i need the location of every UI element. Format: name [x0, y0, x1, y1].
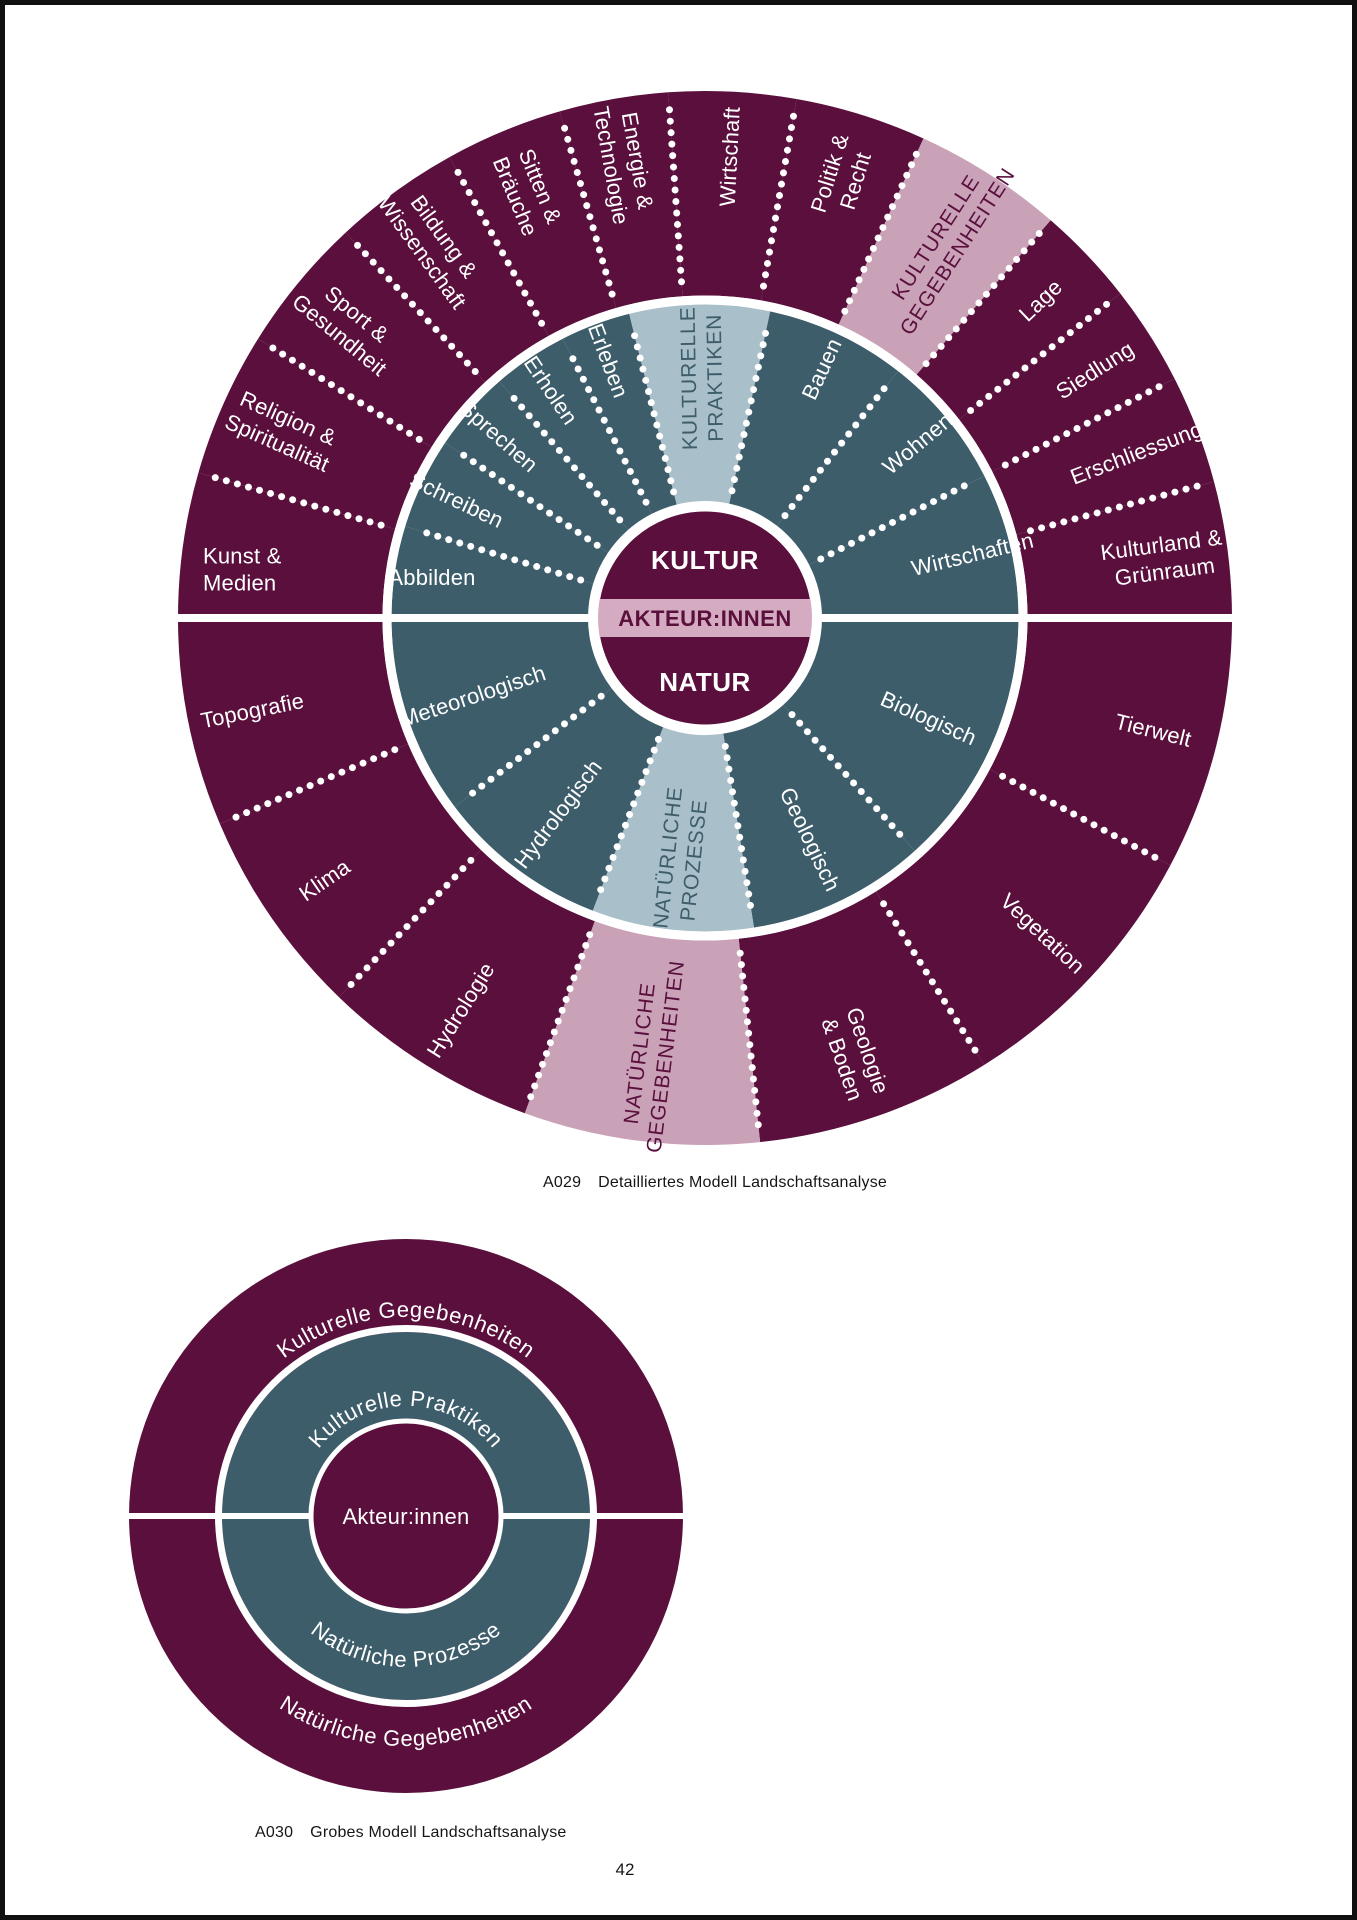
svg-text:Abbilden: Abbilden	[388, 565, 475, 590]
segment-nat-rliche-gegebenheiten	[524, 921, 761, 1145]
figures-canvas: Abbilden Schreiben Sprechen Erholen Erleben K…	[5, 5, 1352, 1915]
segment-kulturland-gr-nraum	[1016, 481, 1232, 618]
caption-text: Detailliertes Modell Landschaftsanalyse	[598, 1174, 888, 1191]
segment-politik-recht	[761, 99, 924, 325]
caption-text: Grobes Modell Landschaftsanalyse	[310, 1824, 567, 1841]
label-kulturelle-praktiken: KULTURELLEPRAKTIKEN	[677, 306, 729, 451]
segment-sitten-br-uche	[449, 111, 617, 336]
center-label-akteur-innen: AKTEUR:INNEN	[618, 606, 791, 631]
label-wirtschaft: Wirtschaft	[715, 106, 745, 207]
segment-erleben	[562, 313, 677, 514]
svg-text:KULTURELLEPRAKTIKEN: KULTURELLEPRAKTIKEN	[677, 306, 729, 451]
center-label-kultur: KULTUR	[651, 545, 759, 575]
caption-rough-model: A030 Grobes Modell Landschaftsanalyse	[255, 1824, 567, 1842]
segment-nat-rliche-prozesse	[592, 727, 754, 932]
segment-biologisch	[783, 618, 1019, 851]
segment-tierwelt	[989, 618, 1232, 866]
segment-lage	[916, 220, 1121, 420]
segment-bildung-wissenschaft	[345, 157, 549, 383]
segment-abbilden	[391, 526, 594, 618]
center-circle	[308, 1418, 504, 1614]
ring-sectors	[177, 91, 1232, 1145]
segment-meteorologisch	[391, 618, 612, 807]
segment-religion-spiritualit-t	[198, 338, 432, 530]
segment-wirtschaft	[668, 91, 797, 301]
segment-erholen	[499, 338, 652, 530]
page-number: 42	[615, 1860, 635, 1879]
segment-vegetation	[875, 769, 1171, 1065]
label-kunst-medien: Kunst & Medien	[203, 544, 282, 596]
akteur-band	[598, 599, 812, 637]
segment-geologisch	[723, 704, 915, 928]
segment-bauen	[729, 311, 898, 526]
segment-schreiben	[405, 442, 608, 584]
segment-erschliessung	[992, 378, 1214, 535]
segment-sprechen	[445, 381, 629, 553]
segment-siedlung	[959, 293, 1175, 472]
label-abbilden: Abbilden	[388, 565, 475, 590]
center-label-natur: NATUR	[659, 667, 751, 697]
svg-text:Wirtschaft: Wirtschaft	[715, 106, 745, 207]
segment-hydrologie	[338, 850, 595, 1114]
segment-wohnen	[777, 371, 985, 565]
caption-detailed-model: A029 Detailliertes Modell Landschaftsanal…	[543, 1174, 887, 1192]
svg-text:Kunst &Medien: Kunst & Medien	[203, 544, 282, 596]
segment-klima	[219, 744, 481, 998]
segment-kulturelle-praktiken	[629, 304, 771, 505]
segment-kunst-medien	[177, 472, 395, 618]
segment-sport-gesundheit	[258, 232, 486, 448]
segment-kulturelle-gegebenheiten	[838, 138, 1051, 375]
segment-wirtschaften	[809, 475, 1019, 618]
segment-topografie	[178, 618, 409, 824]
caption-number: A030	[255, 1824, 294, 1841]
segment-geologie-boden	[738, 891, 985, 1143]
segment-energie-technologie	[559, 92, 683, 308]
caption-number: A029	[543, 1174, 582, 1191]
center-label-akteur-innen: Akteur:innen	[342, 1504, 469, 1529]
